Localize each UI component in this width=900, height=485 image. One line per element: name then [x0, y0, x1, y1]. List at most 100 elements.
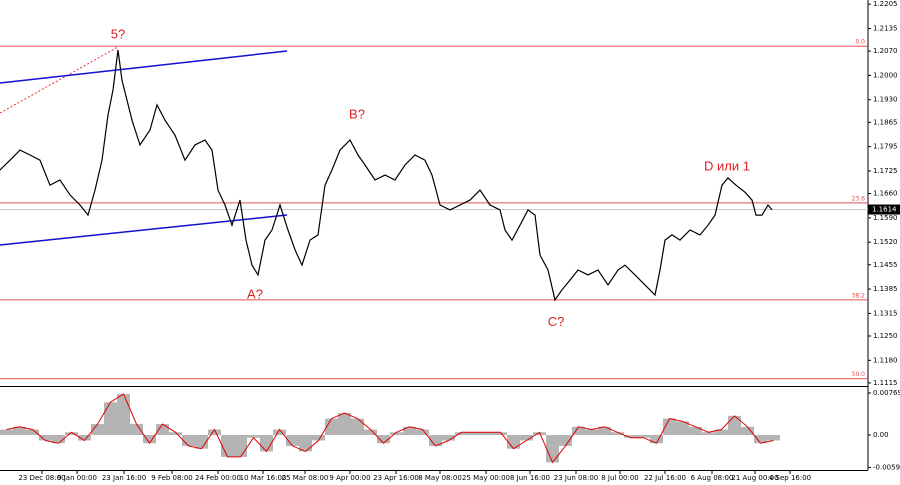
fib-label: 38.2: [852, 292, 866, 299]
oscillator-bar: [325, 418, 338, 436]
y-tick-label: 1.1590: [873, 214, 898, 222]
oscillator-bar: [663, 418, 676, 436]
oscillator-bar: [78, 435, 91, 441]
oscillator-bar: [455, 432, 468, 436]
oscillator-bar: [338, 413, 351, 436]
oscillator-bar: [585, 429, 598, 436]
oscillator-bar: [416, 429, 429, 436]
oscillator-bar: [715, 429, 728, 436]
x-tick-label: 9 Apr 00:00: [329, 474, 370, 482]
x-tick-label: 22 Jul 16:00: [644, 474, 686, 482]
y-tick-label: 1.2135: [873, 24, 898, 32]
trend-line: [0, 46, 119, 114]
oscillator-bar: [702, 432, 715, 436]
oscillator-bar: [689, 426, 702, 436]
x-tick-label: 8 Jul 00:00: [601, 474, 639, 482]
oscillator-bar: [65, 432, 78, 436]
x-tick-label: 24 Feb 00:00: [195, 474, 241, 482]
x-tick-label: 9 Feb 08:00: [151, 474, 192, 482]
oscillator-bar: [351, 418, 364, 436]
y-tick-label: 1.1115: [873, 379, 898, 387]
oscillator-bar: [13, 426, 26, 436]
oscillator-bar: [598, 426, 611, 436]
oscillator-bar: [533, 432, 546, 436]
oscillator-bar: [429, 435, 442, 446]
oscillator-bar: [559, 435, 572, 446]
oscillator-bar: [377, 435, 390, 444]
oscillator-bar: [520, 435, 533, 441]
y-tick-label: 1.1315: [873, 309, 898, 317]
fib-label: 50.0: [852, 371, 866, 378]
oscillator-bar: [312, 435, 325, 441]
wave-label: A?: [247, 286, 263, 301]
oscillator-bar: [156, 424, 169, 436]
oscillator-bar: [208, 429, 221, 436]
x-tick-label: 9 Jan 00:00: [57, 474, 97, 482]
oscillator-bar: [611, 432, 624, 436]
oscillator-bar: [0, 429, 13, 436]
oscillator-bar: [221, 435, 234, 457]
oscillator-bar: [299, 435, 312, 452]
y-tick-label: 1.1930: [873, 96, 898, 104]
oscillator-bar: [403, 426, 416, 436]
oscillator-bar: [234, 435, 247, 457]
last-price-box: [868, 204, 900, 215]
y-tick-label: 1.1725: [873, 167, 898, 175]
y-tick-label: 1.1385: [873, 285, 898, 293]
y-tick-label: 1.1455: [873, 261, 898, 269]
oscillator-bar: [390, 432, 403, 436]
oscillator-bar: [104, 402, 117, 436]
oscillator-bar: [169, 432, 182, 436]
x-tick-label: 25 May 00:00: [462, 474, 510, 482]
x-tick-label: 23 Jan 16:00: [102, 474, 146, 482]
oscillator-bar: [195, 435, 208, 449]
oscillator-bar: [494, 432, 507, 436]
oscillator-bar: [754, 435, 767, 444]
oscillator-bar: [650, 435, 663, 444]
x-tick-label: 6 Aug 08:00: [691, 474, 734, 482]
oscillator-bar: [364, 429, 377, 436]
channel-line: [0, 50, 288, 84]
oscillator-bar: [26, 429, 39, 436]
oscillator-bar: [182, 435, 195, 446]
y-tick-label: 1.2000: [873, 71, 898, 79]
oscillator-bar: [247, 435, 260, 438]
x-tick-label: 23 Dec 08:00: [18, 474, 65, 482]
oscillator-bar: [286, 435, 299, 446]
oscillator-bar: [273, 429, 286, 436]
oscillator-bar: [91, 424, 104, 436]
oscillator-bar: [117, 394, 130, 436]
oscillator-bar: [728, 415, 741, 436]
oscillator-bar: [507, 435, 520, 449]
y-tick-label: 1.1180: [873, 356, 898, 364]
price-line: [0, 49, 773, 302]
x-tick-label: 4 Sep 16:00: [769, 474, 811, 482]
last-price-label: 1.1614: [872, 206, 897, 214]
oscillator-bar: [637, 435, 650, 438]
fib-label: 23.6: [852, 195, 866, 202]
oscillator-bar: [546, 435, 559, 463]
x-tick-label: 8 Jun 16:00: [510, 474, 550, 482]
oscillator-bar: [52, 435, 65, 444]
oscillator-bar: [442, 435, 455, 441]
wave-label: C?: [548, 314, 565, 329]
y-tick-label: 1.1660: [873, 190, 898, 198]
y-tick-label: 1.1520: [873, 238, 898, 246]
oscillator-bar: [676, 421, 689, 436]
oscillator-bar: [767, 435, 780, 441]
x-tick-label: 8 May 08:00: [418, 474, 462, 482]
oscillator-bar: [481, 432, 494, 436]
fib-label: 0.0: [855, 39, 865, 46]
signal-line: [6, 393, 774, 464]
oscillator-bar: [572, 426, 585, 436]
oscillator-bar: [130, 424, 143, 436]
y-tick-label: 1.2070: [873, 47, 898, 55]
x-tick-label: 25 Mar 08:00: [282, 474, 329, 482]
y-tick-label: 1.1795: [873, 143, 898, 151]
oscillator-bar: [39, 435, 52, 441]
x-tick-label: 21 Aug 00:00: [731, 474, 778, 482]
wave-label: D или 1: [704, 159, 750, 174]
y-tick-label: 0.00769: [873, 389, 900, 397]
